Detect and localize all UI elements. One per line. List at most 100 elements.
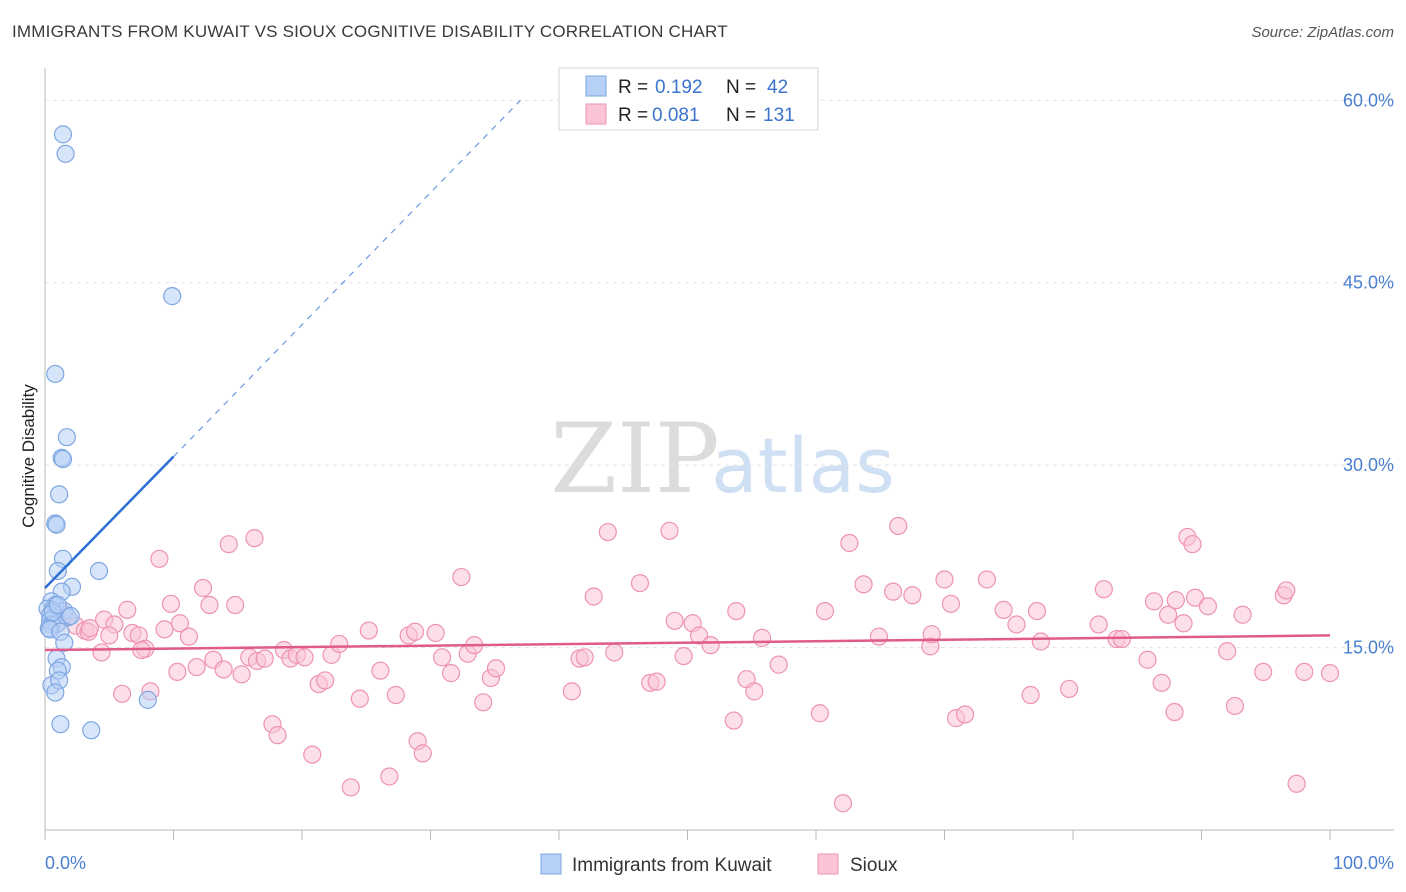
sioux-point-15 (161, 594, 181, 613)
sioux-point-113 (1166, 591, 1185, 610)
sioux-point-116 (1183, 535, 1202, 554)
kuwait-point-36 (138, 690, 157, 709)
sioux-point-37 (303, 745, 322, 764)
sioux-point-92 (922, 625, 941, 644)
sioux-point-61 (562, 682, 581, 701)
kuwait-point-6 (53, 449, 73, 469)
sioux-point-26 (232, 665, 251, 684)
sioux-point-86 (854, 575, 873, 594)
grid-lines (45, 99, 1394, 649)
sioux-point-23 (214, 660, 233, 679)
bottom-legend-label-sioux: Sioux (850, 855, 898, 876)
sioux-point-64 (584, 587, 603, 606)
sioux-point-81 (769, 655, 788, 674)
sioux-point-60 (486, 659, 506, 678)
sioux-point-105 (1094, 580, 1113, 599)
x-axis-ticks (44, 830, 1331, 840)
sioux-point-112 (1165, 702, 1184, 722)
sioux-points (48, 516, 1340, 813)
sioux-point-99 (1007, 615, 1026, 634)
sioux-point-47 (386, 685, 405, 705)
sioux-point-72 (674, 646, 693, 666)
sioux-point-98 (994, 600, 1013, 619)
legend-r-label-sioux: R = (618, 105, 648, 126)
sioux-point-24 (219, 535, 238, 554)
kuwait-point-40 (61, 606, 80, 626)
sioux-point-88 (883, 582, 903, 601)
sioux-point-118 (1198, 597, 1218, 616)
sioux-point-36 (295, 648, 314, 667)
sioux-point-108 (1138, 650, 1157, 669)
sioux-point-119 (1218, 642, 1237, 661)
kuwait-point-1 (56, 144, 75, 163)
sioux-point-85 (840, 533, 859, 553)
sioux-point-122 (1254, 662, 1273, 682)
legend-swatch-sioux (585, 103, 607, 125)
legend: R = 0.192 N = 42 R = 0.081 N = 131 (558, 67, 819, 131)
sioux-point-65 (598, 522, 617, 542)
sioux-point-111 (1158, 605, 1178, 624)
sioux-point-126 (1295, 662, 1314, 682)
sioux-point-77 (727, 601, 746, 621)
sioux-point-42 (341, 778, 360, 797)
kuwait-point-11 (48, 561, 67, 581)
kuwait-point-7 (50, 485, 69, 504)
sioux-point-8 (118, 600, 137, 619)
sioux-point-96 (955, 705, 975, 724)
sioux-point-127 (1320, 664, 1340, 683)
legend-n-label-sioux: N = (726, 105, 756, 126)
sioux-point-82 (810, 704, 829, 723)
kuwait-point-35 (46, 683, 65, 702)
kuwait-points (38, 125, 182, 740)
kuwait-trend-solid (44, 455, 175, 589)
sioux-point-90 (903, 586, 922, 605)
x-tick-label-start: 0.0% (45, 853, 86, 873)
sioux-trend-line (44, 634, 1331, 652)
kuwait-point-37 (51, 715, 70, 734)
sioux-point-70 (660, 521, 679, 540)
legend-n-value-kuwait: 42 (767, 77, 788, 98)
sioux-point-39 (316, 671, 335, 690)
sioux-point-54 (441, 664, 461, 683)
bottom-legend-label-kuwait: Immigrants from Kuwait (572, 855, 772, 876)
x-tick-label-end: 100.0% (1333, 853, 1394, 873)
sioux-point-83 (815, 601, 835, 621)
sioux-point-109 (1144, 592, 1164, 611)
sioux-point-49 (405, 622, 425, 641)
trend-lines (44, 99, 1331, 652)
sioux-point-16 (168, 662, 187, 682)
chart-title: IMMIGRANTS FROM KUWAIT VS SIOUX COGNITIV… (12, 22, 728, 41)
sioux-point-25 (226, 595, 245, 615)
y-tick-label-45: 45.0% (1343, 273, 1394, 293)
sioux-point-121 (1233, 605, 1252, 624)
bottom-legend-swatch-sioux (817, 853, 839, 875)
sioux-point-52 (426, 623, 445, 643)
sioux-point-120 (1225, 696, 1245, 716)
sioux-point-79 (745, 682, 764, 701)
y-tick-label-15: 15.0% (1343, 638, 1394, 658)
kuwait-point-12 (89, 561, 109, 581)
sioux-point-58 (474, 693, 493, 712)
sioux-point-63 (575, 648, 594, 667)
kuwait-point-9 (47, 515, 66, 534)
kuwait-point-38 (82, 721, 101, 740)
sioux-point-100 (1021, 685, 1040, 705)
kuwait-trend-dashed (173, 99, 521, 458)
legend-swatch-kuwait (585, 75, 607, 97)
sioux-point-18 (179, 627, 199, 646)
sioux-point-129 (80, 619, 100, 638)
sioux-point-101 (1027, 601, 1047, 621)
sioux-point-130 (100, 626, 119, 645)
kuwait-point-29 (55, 633, 74, 652)
sioux-point-13 (150, 549, 169, 568)
legend-n-value-sioux: 131 (763, 105, 795, 126)
y-tick-label-60: 60.0% (1343, 90, 1394, 110)
watermark-atlas: atlas (711, 421, 895, 510)
sioux-point-67 (630, 574, 650, 593)
kuwait-point-3 (46, 364, 65, 384)
sioux-point-76 (724, 711, 743, 730)
sioux-point-17 (170, 614, 190, 633)
sioux-point-55 (452, 567, 471, 587)
sioux-point-125 (1287, 774, 1306, 793)
